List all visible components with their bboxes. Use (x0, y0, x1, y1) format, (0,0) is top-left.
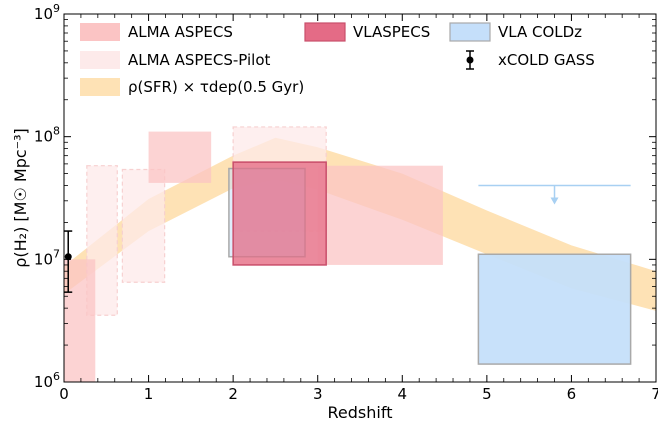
legend-label-aspecs: ALMA ASPECS (128, 23, 233, 41)
y-tick-label-9: 109 (34, 2, 60, 23)
legend-swatch-coldz (449, 22, 491, 42)
x-tick-label-5: 5 (482, 385, 492, 403)
legend-item-xcold: xCOLD GASS (466, 50, 595, 70)
legend-label-sfr: ρ(SFR) × τdep(0.5 Gyr) (128, 78, 304, 96)
plot-frame (63, 13, 657, 383)
y-tick-label-7: 107 (34, 247, 60, 268)
x-tick-label-4: 4 (398, 385, 408, 403)
legend-item-sfr: ρ(SFR) × τdep(0.5 Gyr) (80, 78, 304, 96)
sfr-band (64, 137, 656, 311)
coldz-upper-limit-arrowhead (550, 197, 559, 205)
vlaspecs-box-0 (232, 161, 327, 266)
xcold-point-0 (64, 253, 72, 261)
x-tick-label-2: 2 (228, 385, 238, 403)
legend-label-coldz: VLA COLDz (498, 23, 582, 41)
aspecs-pilot-box-1 (121, 168, 166, 283)
legend-label-pilot: ALMA ASPECS-Pilot (128, 51, 271, 69)
legend-item-vlaspecs: VLASPECS (304, 22, 430, 42)
legend-label-xcold: xCOLD GASS (498, 51, 595, 69)
aspecs-box-1 (148, 131, 212, 183)
y-tick-label-6: 106 (34, 370, 60, 391)
x-tick-label-1: 1 (144, 385, 154, 403)
legend-item-coldz: VLA COLDz (449, 22, 582, 42)
legend-xcold-marker (466, 56, 474, 64)
x-axis-title: Redshift (328, 403, 393, 422)
legend-swatch-sfr (80, 78, 120, 96)
y-tick-label-8: 108 (34, 125, 60, 146)
legend-swatch-aspecs (80, 23, 120, 41)
coldz-box-1 (477, 253, 632, 365)
aspecs-box-3 (317, 165, 443, 265)
legend-item-pilot: ALMA ASPECS-Pilot (80, 51, 271, 69)
y-axis-title: ρ(H₂) [M☉ Mpc⁻³] (11, 128, 30, 268)
legend-label-vlaspecs: VLASPECS (353, 23, 430, 41)
x-tick-label-6: 6 (567, 385, 577, 403)
plot-area (64, 126, 656, 382)
legend-item-aspecs: ALMA ASPECS (80, 23, 233, 41)
legend-swatch-pilot (80, 51, 120, 69)
legend-swatch-vlaspecs (304, 22, 346, 42)
x-tick-label-0: 0 (59, 385, 69, 403)
x-tick-label-7: 7 (651, 385, 658, 403)
aspecs-box-0 (64, 259, 96, 382)
x-tick-label-3: 3 (313, 385, 323, 403)
